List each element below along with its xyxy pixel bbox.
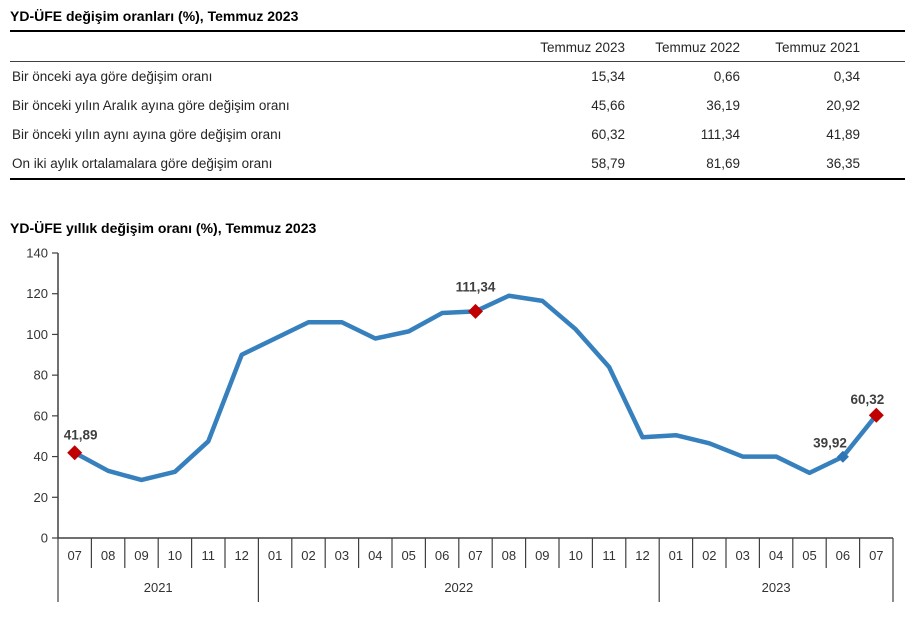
value-cell: 0,34 (833, 69, 860, 84)
value-cell: 111,34 (700, 127, 740, 142)
value-cell: 36,19 (706, 98, 740, 113)
x-month-label: 08 (502, 548, 516, 563)
point-annotation: 60,32 (851, 392, 885, 407)
value-cell: 36,35 (826, 156, 860, 171)
x-month-label: 01 (669, 548, 683, 563)
row-label: Bir önceki yılın aynı ayına göre değişim… (12, 127, 282, 142)
x-month-label: 02 (702, 548, 716, 563)
y-tick-label: 100 (26, 327, 48, 342)
x-month-label: 07 (67, 548, 81, 563)
value-cell: 15,34 (591, 69, 625, 84)
value-cell: 20,92 (826, 98, 860, 113)
x-month-label: 09 (134, 548, 148, 563)
y-tick-label: 120 (26, 286, 48, 301)
value-cell: 60,32 (591, 127, 625, 142)
column-header: Temmuz 2021 (740, 31, 905, 62)
y-tick-label: 140 (26, 246, 48, 261)
point-annotation: 39,92 (813, 436, 847, 451)
x-year-label: 2022 (444, 580, 473, 595)
value-cell: 0,66 (713, 69, 740, 84)
column-header: Temmuz 2023 (510, 31, 625, 62)
x-month-label: 12 (234, 548, 248, 563)
blue-diamond-marker (836, 450, 849, 463)
y-tick-label: 20 (34, 490, 48, 505)
red-diamond-marker (868, 407, 884, 423)
red-diamond-marker (67, 445, 83, 461)
x-month-label: 10 (568, 548, 582, 563)
x-month-label: 11 (202, 548, 216, 563)
x-month-label: 03 (335, 548, 349, 563)
empty-header-cell (10, 31, 510, 62)
x-month-label: 04 (769, 548, 783, 563)
row-label: Bir önceki aya göre değişim oranı (12, 69, 213, 84)
table-row: On iki aylık ortalamalara göre değişim o… (10, 149, 905, 179)
x-month-label: 08 (101, 548, 115, 563)
table-row: Bir önceki yılın aynı ayına göre değişim… (10, 120, 905, 149)
red-diamond-marker (468, 303, 483, 319)
table-row: Bir önceki aya göre değişim oranı 15,34 0,… (10, 62, 905, 92)
x-month-label: 05 (401, 548, 415, 563)
value-cell: 81,69 (706, 156, 740, 171)
table-section: YD-ÜFE değişim oranları (%), Temmuz 2023… (0, 8, 911, 180)
value-cell: 45,66 (591, 98, 625, 113)
x-year-label: 2021 (144, 580, 173, 595)
y-tick-label: 0 (41, 531, 48, 546)
y-tick-label: 40 (34, 449, 48, 464)
row-label: On iki aylık ortalamalara göre değişim o… (12, 156, 273, 171)
column-header: Temmuz 2022 (625, 31, 740, 62)
x-month-label: 04 (368, 548, 382, 563)
x-month-label: 06 (435, 548, 449, 563)
x-month-label: 06 (836, 548, 850, 563)
x-month-label: 03 (735, 548, 749, 563)
value-cell: 41,89 (826, 127, 860, 142)
table-title: YD-ÜFE değişim oranları (%), Temmuz 2023 (10, 8, 299, 24)
x-month-label: 07 (869, 548, 883, 563)
point-annotation: 41,89 (64, 428, 98, 443)
x-year-label: 2023 (762, 580, 791, 595)
x-month-label: 07 (468, 548, 482, 563)
row-label: Bir önceki yılın Aralık ayına göre değiş… (12, 98, 290, 113)
x-month-label: 12 (635, 548, 649, 563)
x-month-label: 05 (802, 548, 816, 563)
y-tick-label: 80 (34, 368, 48, 383)
point-annotation: 111,34 (456, 279, 496, 294)
summary-table: Temmuz 2023 Temmuz 2022 Temmuz 2021 Bir … (10, 30, 905, 180)
x-month-label: 09 (535, 548, 549, 563)
value-cell: 58,79 (591, 156, 625, 171)
table-row: Bir önceki yılın Aralık ayına göre değiş… (10, 91, 905, 120)
x-month-label: 11 (602, 548, 616, 563)
x-month-label: 02 (301, 548, 315, 563)
data-line (72, 293, 879, 483)
chart-section: YD-ÜFE yıllık değişim oranı (%), Temmuz … (0, 220, 911, 616)
x-month-label: 10 (168, 548, 182, 563)
header-row: Temmuz 2023 Temmuz 2022 Temmuz 2021 (10, 31, 905, 62)
x-month-label: 01 (268, 548, 282, 563)
page: { "table": { "title": "YD-ÜFE değişim or… (0, 8, 911, 634)
y-tick-label: 60 (34, 408, 48, 423)
chart-title: YD-ÜFE yıllık değişim oranı (%), Temmuz … (10, 220, 317, 236)
